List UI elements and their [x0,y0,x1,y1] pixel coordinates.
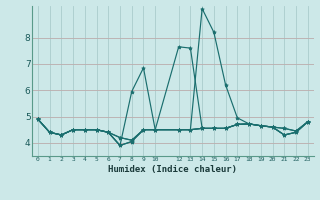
X-axis label: Humidex (Indice chaleur): Humidex (Indice chaleur) [108,165,237,174]
